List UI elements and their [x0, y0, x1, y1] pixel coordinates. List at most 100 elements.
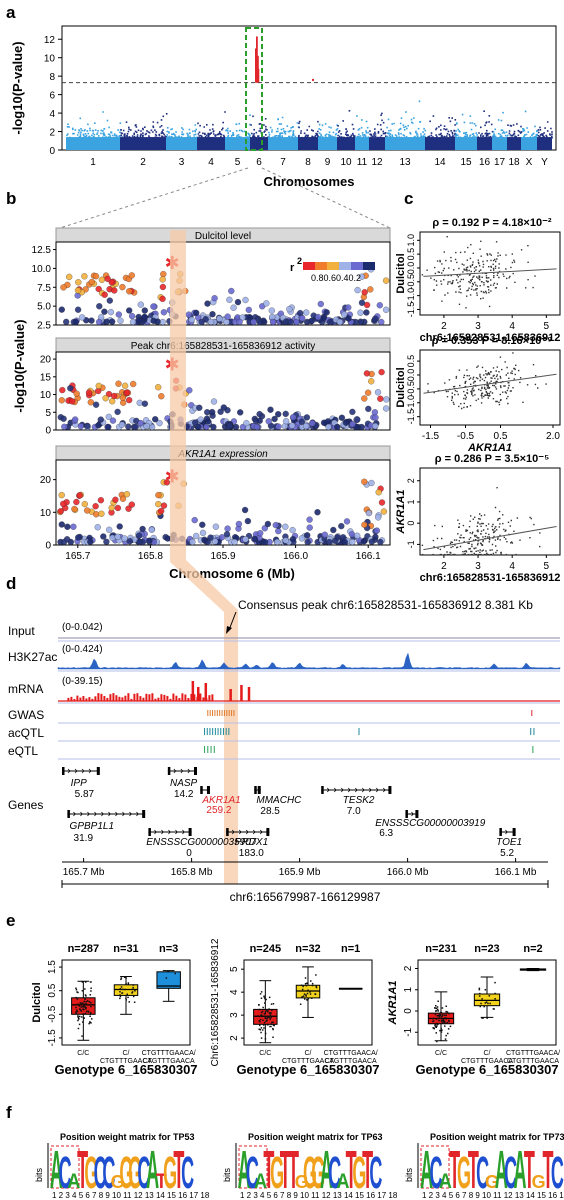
mrna-bar [97, 693, 100, 701]
mrna-bar [166, 695, 169, 702]
mrna-bar [88, 697, 91, 701]
boxplot-ytick-label: 1 [403, 987, 414, 993]
regional-point [70, 523, 77, 530]
scatter-ylabel: Dulcitol [395, 253, 407, 293]
regional-ytick-label: 15 [40, 372, 52, 383]
track-label-Input: Input [8, 624, 35, 638]
regional-point [112, 496, 119, 503]
gene-strand-arrow [67, 768, 71, 774]
h3k27ac-signal [57, 652, 561, 670]
regional-ytick-label: 5.0 [37, 302, 51, 313]
regional-point [224, 525, 231, 532]
regional-point [235, 520, 243, 528]
regional-point [58, 491, 65, 499]
genotype-label-2: CTGTTTGAACA [507, 1058, 559, 1065]
motif-letter-C: C [328, 1149, 341, 1199]
motif-letter-G: G [352, 1149, 366, 1199]
chr-label-7: 7 [280, 157, 286, 168]
regional-point [336, 318, 343, 326]
motif-letter-C: C [504, 1149, 517, 1199]
scatter-ytick-label: 2 [406, 478, 416, 483]
motif-letter-A: A [320, 1141, 333, 1200]
mrna-bar [103, 695, 106, 701]
regional-point [63, 318, 70, 326]
boxplot-ylabel: Chr6:165828531-165836912 [210, 938, 221, 1066]
regional-point [377, 538, 384, 546]
regional-point [199, 521, 206, 528]
regional-point [95, 285, 102, 293]
regional-point [67, 385, 74, 392]
chr-band-4 [197, 137, 225, 150]
regional-point [372, 315, 379, 322]
mrna-bar [160, 694, 163, 702]
chr-points-7 [268, 116, 300, 140]
panel-label-b: b [6, 189, 16, 208]
regression-line [423, 268, 557, 277]
mrna-bar [91, 698, 94, 701]
gene-exon [200, 786, 203, 794]
regional-point [73, 498, 80, 506]
regional-point [330, 526, 337, 534]
regional-point [298, 535, 306, 542]
boxplot-ytick-label: 2 [229, 1035, 240, 1041]
regional-point [72, 416, 79, 423]
boxplot-ytick-label: 1.5 [47, 960, 58, 974]
regional-point [61, 423, 68, 430]
chr-label-10: 10 [340, 157, 352, 168]
gene-strand-arrow [231, 829, 235, 835]
genotype-label-2: CTGTTTGAACA [282, 1058, 334, 1065]
zoom-line-left [59, 167, 249, 229]
regional-xtick-label: 166.0 [283, 551, 308, 562]
regional-point [193, 532, 200, 540]
gene-value-ENSSSCG00000003919: 6.3 [379, 828, 393, 839]
boxplot-ytick-label: 0.5 [47, 983, 58, 997]
chr-label-5: 5 [235, 157, 241, 168]
scatter-plot-2: ρ = 0.353 P = 8.16×10⁻⁹ -1.5 -0.5 0.5 2.0 0.5… [395, 335, 561, 454]
regional-point [102, 395, 109, 402]
mrna-bar [136, 693, 139, 702]
regional-point [256, 410, 263, 418]
regional-point [358, 273, 365, 280]
gene-strand-arrow [180, 768, 184, 774]
gene-name-MMACHC: MMACHC [256, 795, 302, 806]
regional-point [216, 315, 223, 322]
regional-point [236, 318, 243, 326]
gene-exon [388, 786, 392, 794]
gene-exon [67, 810, 70, 818]
mrna-bar [163, 694, 166, 701]
scatter-points [421, 236, 536, 309]
regional-point [237, 409, 244, 416]
regional-ytick-label: 2.5 [37, 321, 51, 332]
gene-strand-arrow [94, 811, 97, 817]
regional-point [126, 307, 133, 314]
chr-points-8 [298, 120, 319, 140]
regional-point [257, 530, 264, 537]
regional-point [375, 489, 382, 496]
regional-points [57, 478, 388, 546]
regional-point [74, 287, 82, 294]
boxplot-xlabel: Genotype 6_165830307 [415, 1062, 558, 1077]
regional-point [106, 297, 113, 304]
gene-strand-arrow [168, 829, 171, 835]
regional-ytick-label: 20 [40, 475, 52, 486]
regional-point [263, 300, 270, 307]
motif-letter-T: T [263, 1141, 274, 1200]
gene-value-TESK2: 7.0 [347, 806, 361, 817]
chr-label-4: 4 [208, 157, 214, 168]
regional-point [326, 538, 333, 546]
chr-band-Y [537, 137, 552, 150]
regional-point [106, 526, 113, 533]
chr-band-15 [455, 137, 477, 150]
genome-browser-tracks: Input (0-0.042) H3K27ac (0-0.424) mRNA (0-39.… [8, 622, 561, 904]
gene-strand-arrow [361, 787, 365, 793]
gene-exon [226, 828, 229, 836]
regional-point [245, 306, 252, 314]
regional-point [104, 275, 111, 283]
regional-point [92, 503, 99, 510]
regional-point [261, 525, 268, 532]
regional-title: Peak chr6:165828531-165836912 activity [131, 341, 316, 352]
genotype-label-1: C/C [435, 1050, 447, 1057]
regional-point [81, 273, 88, 280]
eqtl-hits [204, 746, 534, 753]
